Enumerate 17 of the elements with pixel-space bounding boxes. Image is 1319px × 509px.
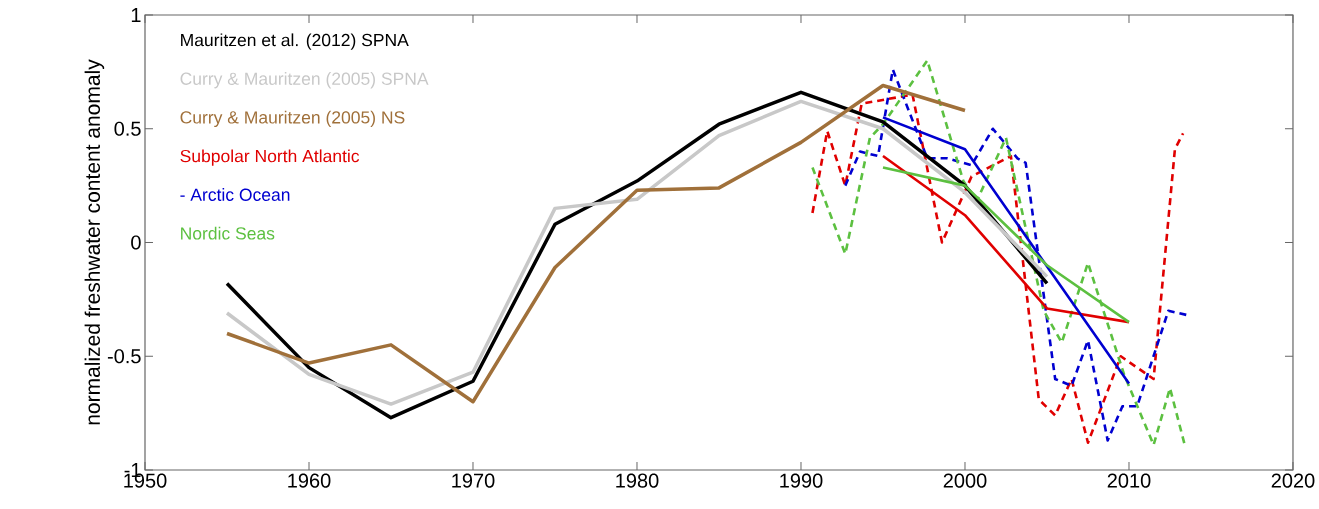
x-tick-label: 1980 xyxy=(616,473,659,488)
text: Subpolar North Atlantic xyxy=(180,149,360,166)
x-tick-label: 2010 xyxy=(1107,473,1151,488)
y-tick-label: -0.5 xyxy=(107,349,141,364)
x-tick-label: 2020 xyxy=(1271,473,1315,488)
text: - Arctic Ocean xyxy=(180,188,290,201)
y-tick-label: 0.5 xyxy=(114,121,141,136)
x-tick-label: 1960 xyxy=(288,473,331,488)
text: Nordic Seas xyxy=(181,226,275,240)
y-axis-title: normalized freshwater content anomaly xyxy=(84,59,105,425)
y-tick-label: 1 xyxy=(131,8,141,22)
x-tick-label: 1970 xyxy=(452,473,495,488)
text: Curry & Mauritzen (2005) NS xyxy=(180,110,405,128)
x-tick-label: 1990 xyxy=(780,473,823,488)
x-tick-label: 2000 xyxy=(943,473,987,488)
text: Mauritzen et al. (2012) SPNA xyxy=(181,33,409,50)
y-tick-label: 0 xyxy=(131,235,141,250)
